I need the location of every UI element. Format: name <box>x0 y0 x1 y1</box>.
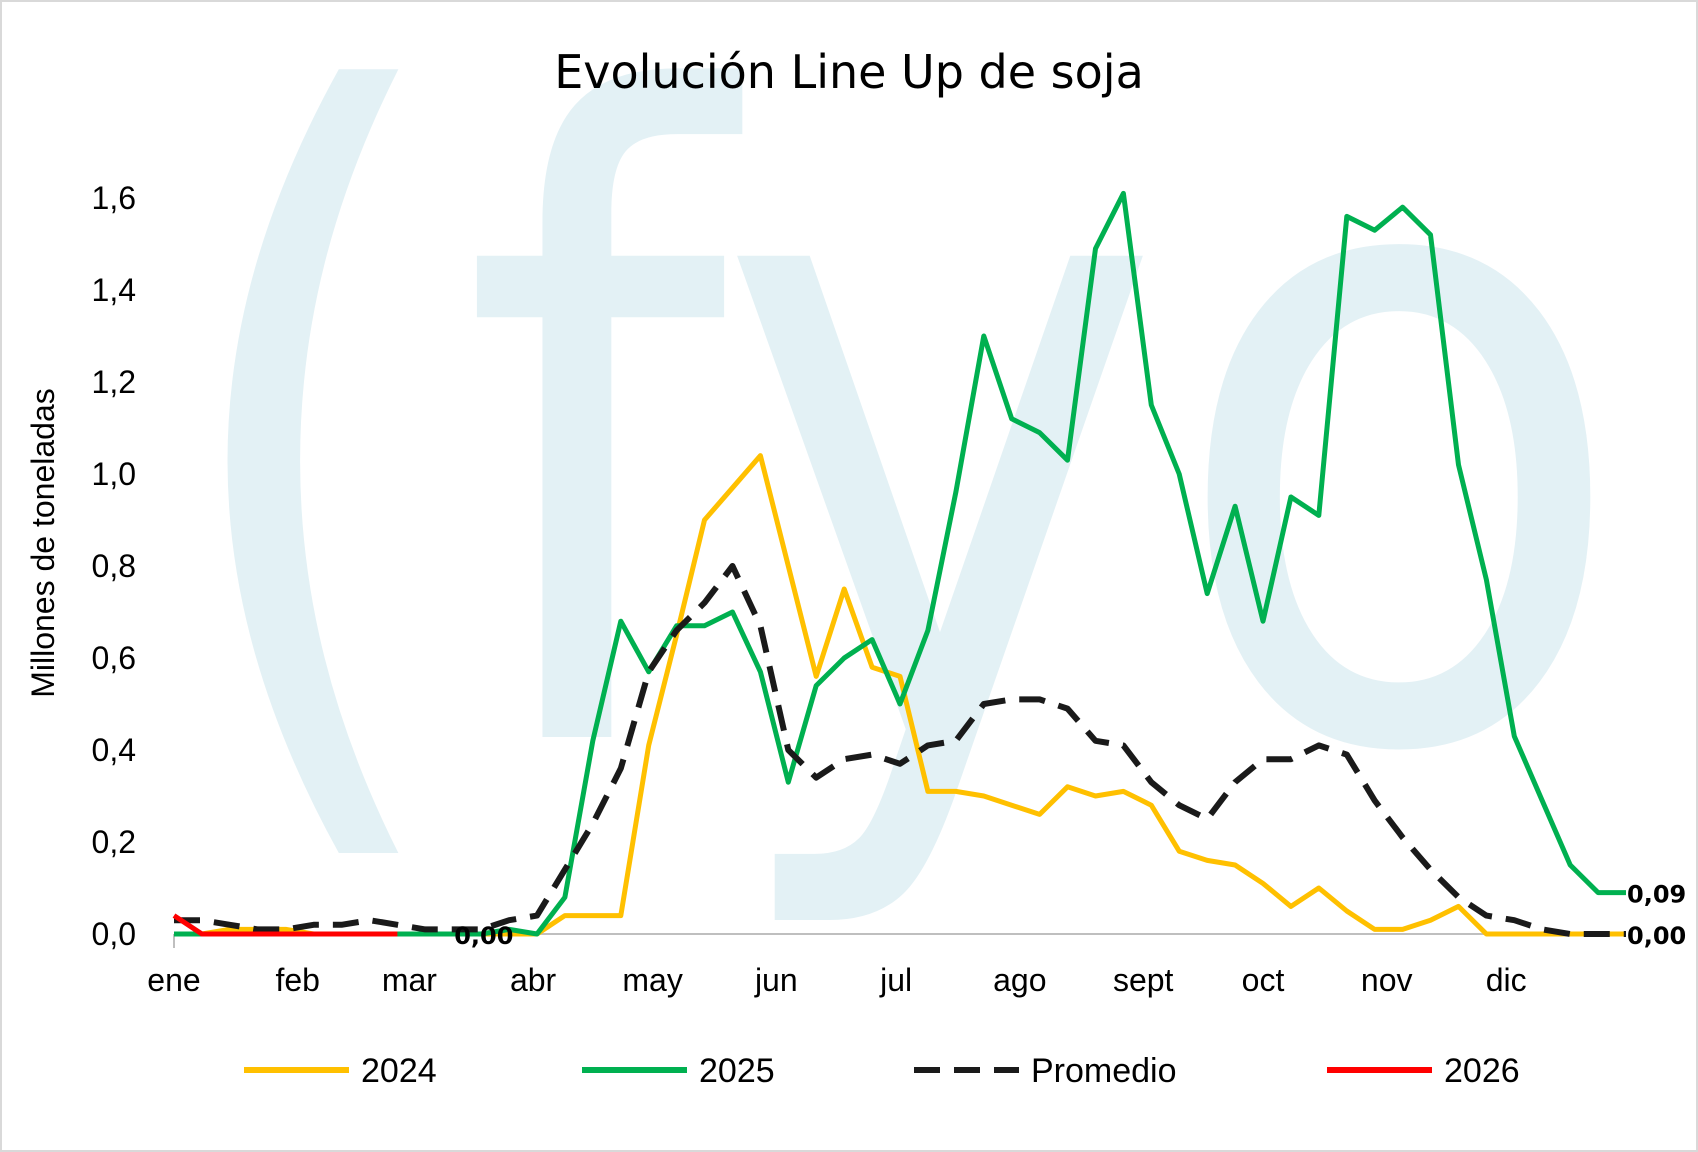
y-tick-label: 0,2 <box>92 824 136 860</box>
y-tick-label: 1,0 <box>92 456 136 492</box>
fyo-watermark: (fyo <box>162 2 1632 945</box>
x-tick-label: mar <box>382 962 437 998</box>
x-tick-label: abr <box>510 962 557 998</box>
x-tick-label: jul <box>879 962 912 998</box>
x-tick-label: dic <box>1486 962 1527 998</box>
data-label: 0,09 <box>1627 881 1686 909</box>
legend-label: Promedio <box>1031 1052 1177 1090</box>
series-line-promedio <box>174 563 1626 937</box>
x-tick-label: sept <box>1113 962 1174 998</box>
legend: 2024 2025 Promedio 2026 <box>244 1052 1520 1090</box>
data-labels: 0,09 0,00 0,00 <box>454 881 1686 950</box>
y-tick-label: 1,4 <box>92 272 136 308</box>
x-tick-label: ago <box>993 962 1046 998</box>
x-tick-label: ene <box>147 962 200 998</box>
x-tick-label: jun <box>754 962 798 998</box>
legend-label: 2024 <box>361 1052 437 1090</box>
x-tick-label: feb <box>275 962 319 998</box>
chart-title: Evolución Line Up de soja <box>554 45 1144 99</box>
legend-label: 2026 <box>1444 1052 1520 1090</box>
data-label: 0,00 <box>1627 922 1686 950</box>
legend-item-2026: 2026 <box>1327 1052 1520 1090</box>
y-tick-label: 0,4 <box>92 732 136 768</box>
y-axis-label: Millones de toneladas <box>25 388 61 698</box>
y-tick-label: 1,2 <box>92 364 136 400</box>
y-tick-label: 0,8 <box>92 548 136 584</box>
watermark-text: (fyo <box>162 2 1632 945</box>
series-lines <box>172 190 1626 937</box>
legend-item-promedio: Promedio <box>914 1052 1177 1090</box>
series-line-2025 <box>174 190 1626 937</box>
y-axis-ticks: 0,0 0,2 0,4 0,6 0,8 1,0 1,2 1,4 1,6 <box>92 180 136 952</box>
legend-item-2024: 2024 <box>244 1052 437 1090</box>
y-tick-label: 0,0 <box>92 916 136 952</box>
y-tick-label: 0,6 <box>92 640 136 676</box>
x-tick-label: oct <box>1242 962 1285 998</box>
data-label: 0,00 <box>454 922 513 950</box>
x-axis: ene feb mar abr may jun jul ago sept oct nov dic <box>147 933 1626 998</box>
y-tick-label: 1,6 <box>92 180 136 216</box>
x-tick-label: nov <box>1361 962 1413 998</box>
legend-item-2025: 2025 <box>582 1052 775 1090</box>
x-tick-label: may <box>622 962 682 998</box>
series-line-2026 <box>172 913 398 937</box>
legend-label: 2025 <box>699 1052 775 1090</box>
